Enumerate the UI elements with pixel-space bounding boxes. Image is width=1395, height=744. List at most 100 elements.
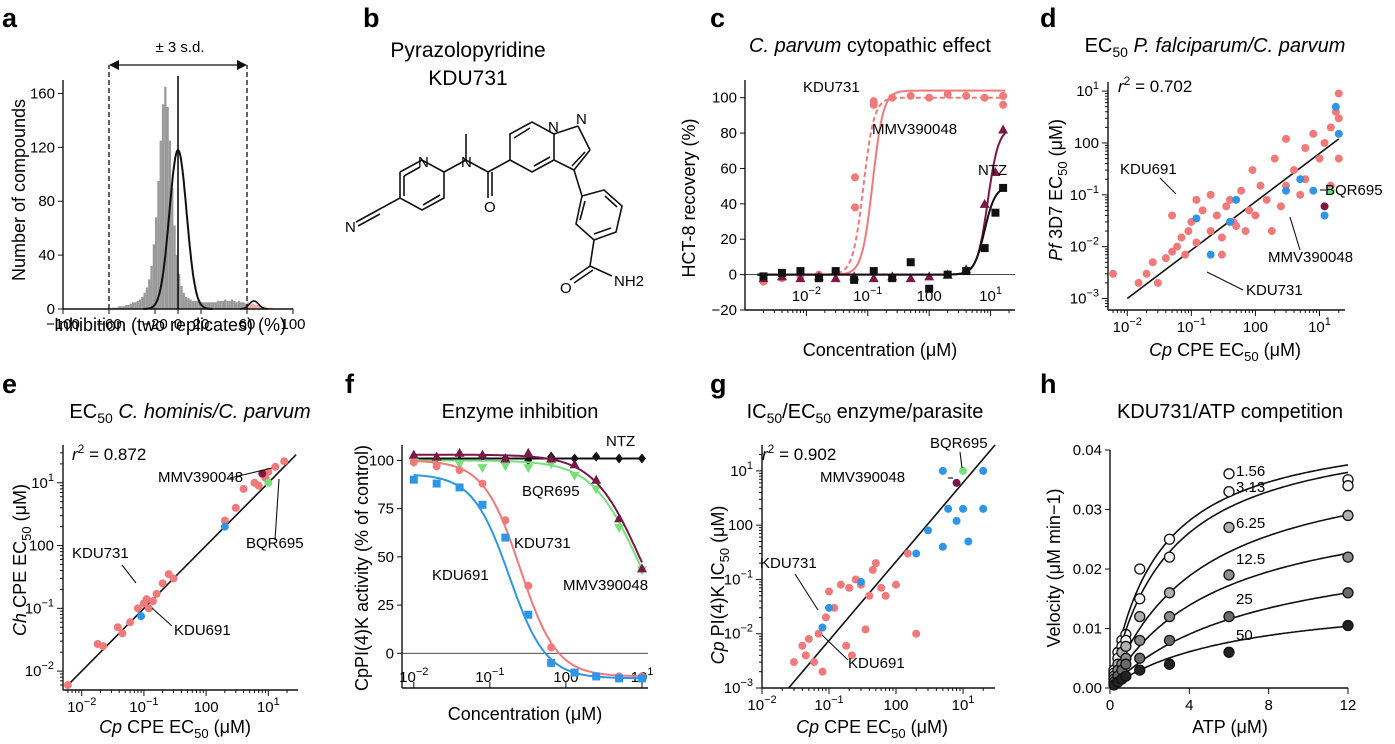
panel-h-chart: KDU731/ATP competition 0 4 8 12 0.00 0.01 0.02… <box>1044 401 1356 737</box>
f-y-axis-title: CpPI(4)K activity (% of control) <box>352 445 372 691</box>
h-series-0-point <box>1223 468 1235 480</box>
c-series-1-point <box>851 203 860 212</box>
d-x-tick-label: 100 <box>1243 319 1268 336</box>
g-point-red <box>903 549 912 558</box>
a-histogram-bar <box>217 300 220 309</box>
a-histogram-bar <box>180 286 183 309</box>
h-series-2-point <box>1120 640 1132 652</box>
e-point-red <box>99 642 108 651</box>
f-series-2-point <box>431 451 442 461</box>
h-series-1-fit <box>1109 471 1349 689</box>
g-point-blue <box>959 504 968 513</box>
c-y-tick-label: 80 <box>720 125 737 142</box>
d-label-leader <box>1206 271 1244 291</box>
d-label-leader <box>1289 216 1301 251</box>
a-histogram-bar <box>189 299 192 309</box>
e-point-red <box>63 681 72 690</box>
g-x-axis-title: Cp CPE EC50 (μM) <box>796 717 948 741</box>
c-title: C. parvum cytopathic effect <box>749 35 991 57</box>
a-y-tick-label: 80 <box>38 193 55 210</box>
a-histogram-bar <box>253 304 257 309</box>
d-point-blue <box>1192 214 1201 223</box>
a-histogram-bar <box>242 302 245 309</box>
a-histogram-bar <box>168 140 172 309</box>
h-series-0-point <box>1163 533 1176 545</box>
g-label-leader <box>959 451 963 469</box>
g-point-red <box>821 613 830 622</box>
f-series-2-point <box>523 447 534 457</box>
a-histogram-bar <box>233 300 236 309</box>
c-x-tick-label: 101 <box>979 285 1002 305</box>
c-series-3-point <box>925 284 934 293</box>
c-series-2-fit <box>757 132 1007 276</box>
f-series-2-point <box>477 449 488 459</box>
c-label-mmv390048: MMV390048 <box>872 121 957 138</box>
c-y-tick-label: −20 <box>712 302 737 319</box>
c-series-3-point <box>999 183 1008 192</box>
d-point-red <box>1334 154 1343 163</box>
d-title: EC50 P. falciparum/C. parvum <box>1085 35 1346 60</box>
a-histogram-bar <box>129 303 132 309</box>
c-label-kdu731: KDU731 <box>803 79 860 96</box>
g-x-tick-label: 100 <box>884 697 909 714</box>
f-series-4-point <box>570 668 579 677</box>
g-point-blue <box>979 504 988 513</box>
f-series-1-fit <box>413 459 643 570</box>
e-point-maroon <box>258 469 267 478</box>
f-series-1-point <box>569 471 580 481</box>
g-point-blue <box>964 537 973 546</box>
e-point-green <box>264 478 273 487</box>
g-point-blue <box>979 466 988 475</box>
g-point-red <box>836 580 845 589</box>
g-point-blue <box>944 504 953 513</box>
a-histogram-bar <box>175 255 178 309</box>
h-label-5: 50 <box>1236 627 1253 644</box>
d-point-red <box>1296 190 1305 199</box>
a-histogram-bar <box>164 86 167 309</box>
h-x-tick-label: 0 <box>1106 697 1114 714</box>
a-x-tick-label: −60 <box>96 316 121 333</box>
f-series-1-point <box>454 460 465 470</box>
c-series-2-point <box>979 198 990 208</box>
d-y-tick-label: 10−3 <box>1070 287 1099 307</box>
d-point-red <box>1161 254 1170 263</box>
a-histogram-bar <box>235 302 238 309</box>
a-histogram-bar <box>122 306 126 309</box>
d-point-blue <box>1334 129 1343 138</box>
f-series-2-point <box>454 447 465 457</box>
f-x-tick-label: 10−2 <box>399 666 428 686</box>
e-point-blue <box>220 522 229 531</box>
g-point-blue <box>825 603 834 612</box>
e-label-leader <box>121 564 137 584</box>
c-series-2-point <box>868 273 879 283</box>
c-series-0-point <box>943 90 952 99</box>
h-series-4-point <box>1163 634 1176 647</box>
a-histogram-bar <box>191 300 195 309</box>
c-series-2-point <box>795 273 806 283</box>
c-series-2-point <box>905 273 916 283</box>
d-point-red <box>1148 258 1157 267</box>
g-point-red <box>814 629 823 638</box>
a-histogram-bar <box>205 302 208 309</box>
b-bonds <box>355 121 623 284</box>
d-point-red <box>1245 206 1254 215</box>
d-y-tick-label: 10−2 <box>1070 236 1099 256</box>
d-point-red <box>1237 186 1246 195</box>
d-point-red <box>1326 123 1335 132</box>
a-histogram-bar <box>230 299 234 309</box>
d-point-red <box>1212 211 1221 220</box>
d-point-red <box>1334 114 1343 123</box>
h-series-4-point <box>1223 610 1235 623</box>
g-point-red <box>865 591 874 600</box>
c-series-3-point <box>831 267 840 276</box>
d-point-blue <box>1331 102 1340 111</box>
a-hit-fit <box>240 300 268 310</box>
h-series-3-point <box>1163 610 1176 623</box>
a-y-axis-title: Number of compounds <box>9 99 29 281</box>
e-point-red <box>144 604 153 613</box>
d-point-red <box>1282 134 1291 143</box>
d-point-red <box>1276 202 1285 211</box>
a-sd-arrowhead-right <box>237 60 247 70</box>
a-histogram-bar <box>155 217 158 309</box>
d-point-red <box>1222 202 1231 211</box>
